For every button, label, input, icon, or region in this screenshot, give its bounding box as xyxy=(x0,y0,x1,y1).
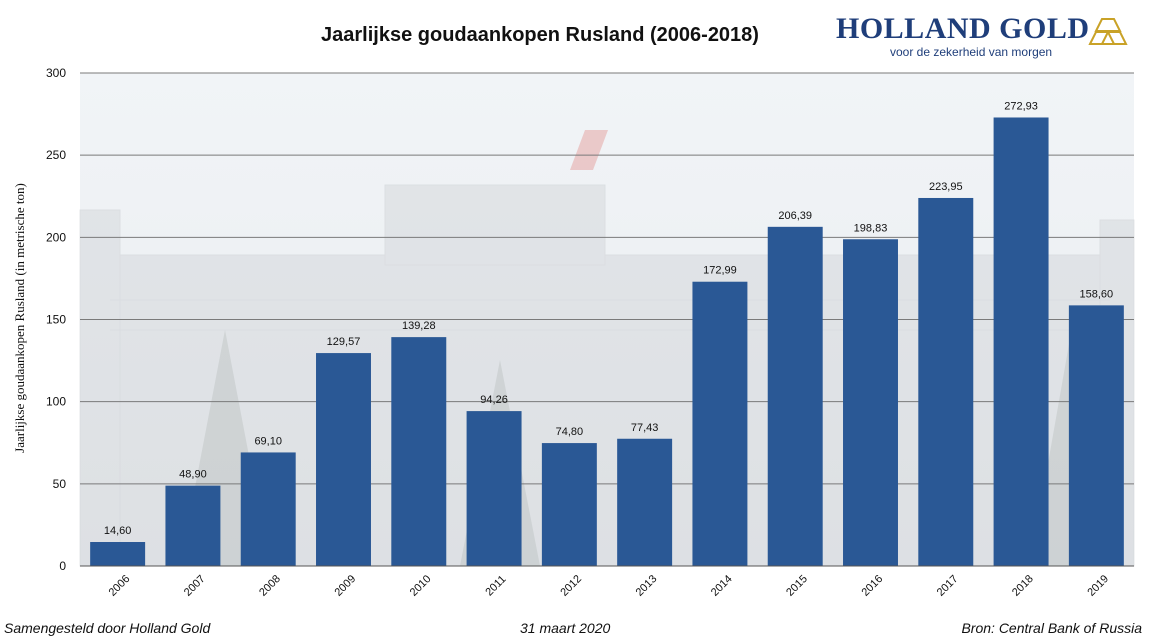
y-tick-label: 300 xyxy=(46,66,66,80)
x-tick-label: 2016 xyxy=(859,573,885,599)
bar-value-label: 48,90 xyxy=(179,469,207,481)
bar xyxy=(240,452,296,566)
bar xyxy=(316,353,371,566)
footer-date: 31 maart 2020 xyxy=(520,620,611,636)
bar-value-label: 206,39 xyxy=(778,210,812,222)
y-tick-label: 100 xyxy=(46,395,66,409)
x-tick-label: 2015 xyxy=(784,573,810,599)
bar-value-label: 198,83 xyxy=(854,222,888,234)
bar xyxy=(165,485,221,566)
bar xyxy=(767,226,823,566)
y-tick-label: 50 xyxy=(53,477,67,491)
bar xyxy=(692,281,748,566)
bar xyxy=(918,197,974,566)
bar xyxy=(466,411,522,566)
bar xyxy=(843,239,898,566)
bar xyxy=(993,117,1049,566)
x-tick-label: 2011 xyxy=(483,573,508,598)
brand-logo: HOLLAND GOLD voor de zekerheid van morge… xyxy=(836,10,1136,60)
gold-bars-icon xyxy=(1088,18,1128,45)
bar-value-label: 129,57 xyxy=(327,336,361,348)
chart-title: Jaarlijkse goudaankopen Rusland (2006-20… xyxy=(321,24,759,46)
bar xyxy=(1068,305,1124,566)
x-tick-label: 2019 xyxy=(1085,573,1111,599)
x-tick-label: 2010 xyxy=(408,573,434,599)
x-tick-label: 2012 xyxy=(558,573,584,599)
footer-source: Bron: Central Bank of Russia xyxy=(961,620,1142,636)
y-axis-title: Jaarlijkse goudaankopen Rusland (in metr… xyxy=(12,183,27,453)
bar-value-label: 158,60 xyxy=(1080,288,1114,300)
bar-value-label: 272,93 xyxy=(1004,100,1038,112)
bar-value-label: 14,60 xyxy=(104,525,132,537)
bar xyxy=(90,542,146,566)
y-tick-label: 200 xyxy=(46,230,66,244)
bar xyxy=(541,443,597,566)
bar-value-label: 172,99 xyxy=(703,265,737,277)
x-tick-label: 2014 xyxy=(709,573,735,599)
value-labels: 14,60 48,90 69,10 129,57 139,28 94,26 74,80 77,… xyxy=(104,100,1113,537)
bar-value-label: 77,43 xyxy=(631,422,659,434)
x-tick-label: 2017 xyxy=(935,573,961,599)
bar-value-label: 74,80 xyxy=(556,426,584,438)
x-tick-labels: 2006 2007 2008 2009 2010 2011 2012 2013 2014 2015… xyxy=(107,573,1112,599)
y-tick-label: 250 xyxy=(46,148,66,162)
bar-value-label: 69,10 xyxy=(254,435,282,447)
bar-value-label: 94,26 xyxy=(480,394,508,406)
x-tick-label: 2018 xyxy=(1010,573,1036,599)
bars xyxy=(90,117,1124,566)
x-tick-label: 2007 xyxy=(182,573,208,599)
x-tick-label: 2009 xyxy=(332,573,358,599)
x-tick-label: 2013 xyxy=(634,573,660,599)
x-tick-label: 2008 xyxy=(257,573,283,599)
y-tick-labels: 0 50 100 150 200 250 300 xyxy=(46,66,66,573)
bar-value-label: 223,95 xyxy=(929,181,963,193)
y-tick-label: 150 xyxy=(46,313,66,327)
x-tick-label: 2006 xyxy=(107,573,133,599)
brand-name: HOLLAND GOLD xyxy=(836,12,1090,45)
bar xyxy=(391,337,447,566)
bar xyxy=(617,438,673,566)
bar-value-label: 139,28 xyxy=(402,320,436,332)
footer-credit: Samengesteld door Holland Gold xyxy=(4,620,211,636)
y-tick-label: 0 xyxy=(59,559,66,573)
brand-tagline: voor de zekerheid van morgen xyxy=(890,45,1053,59)
